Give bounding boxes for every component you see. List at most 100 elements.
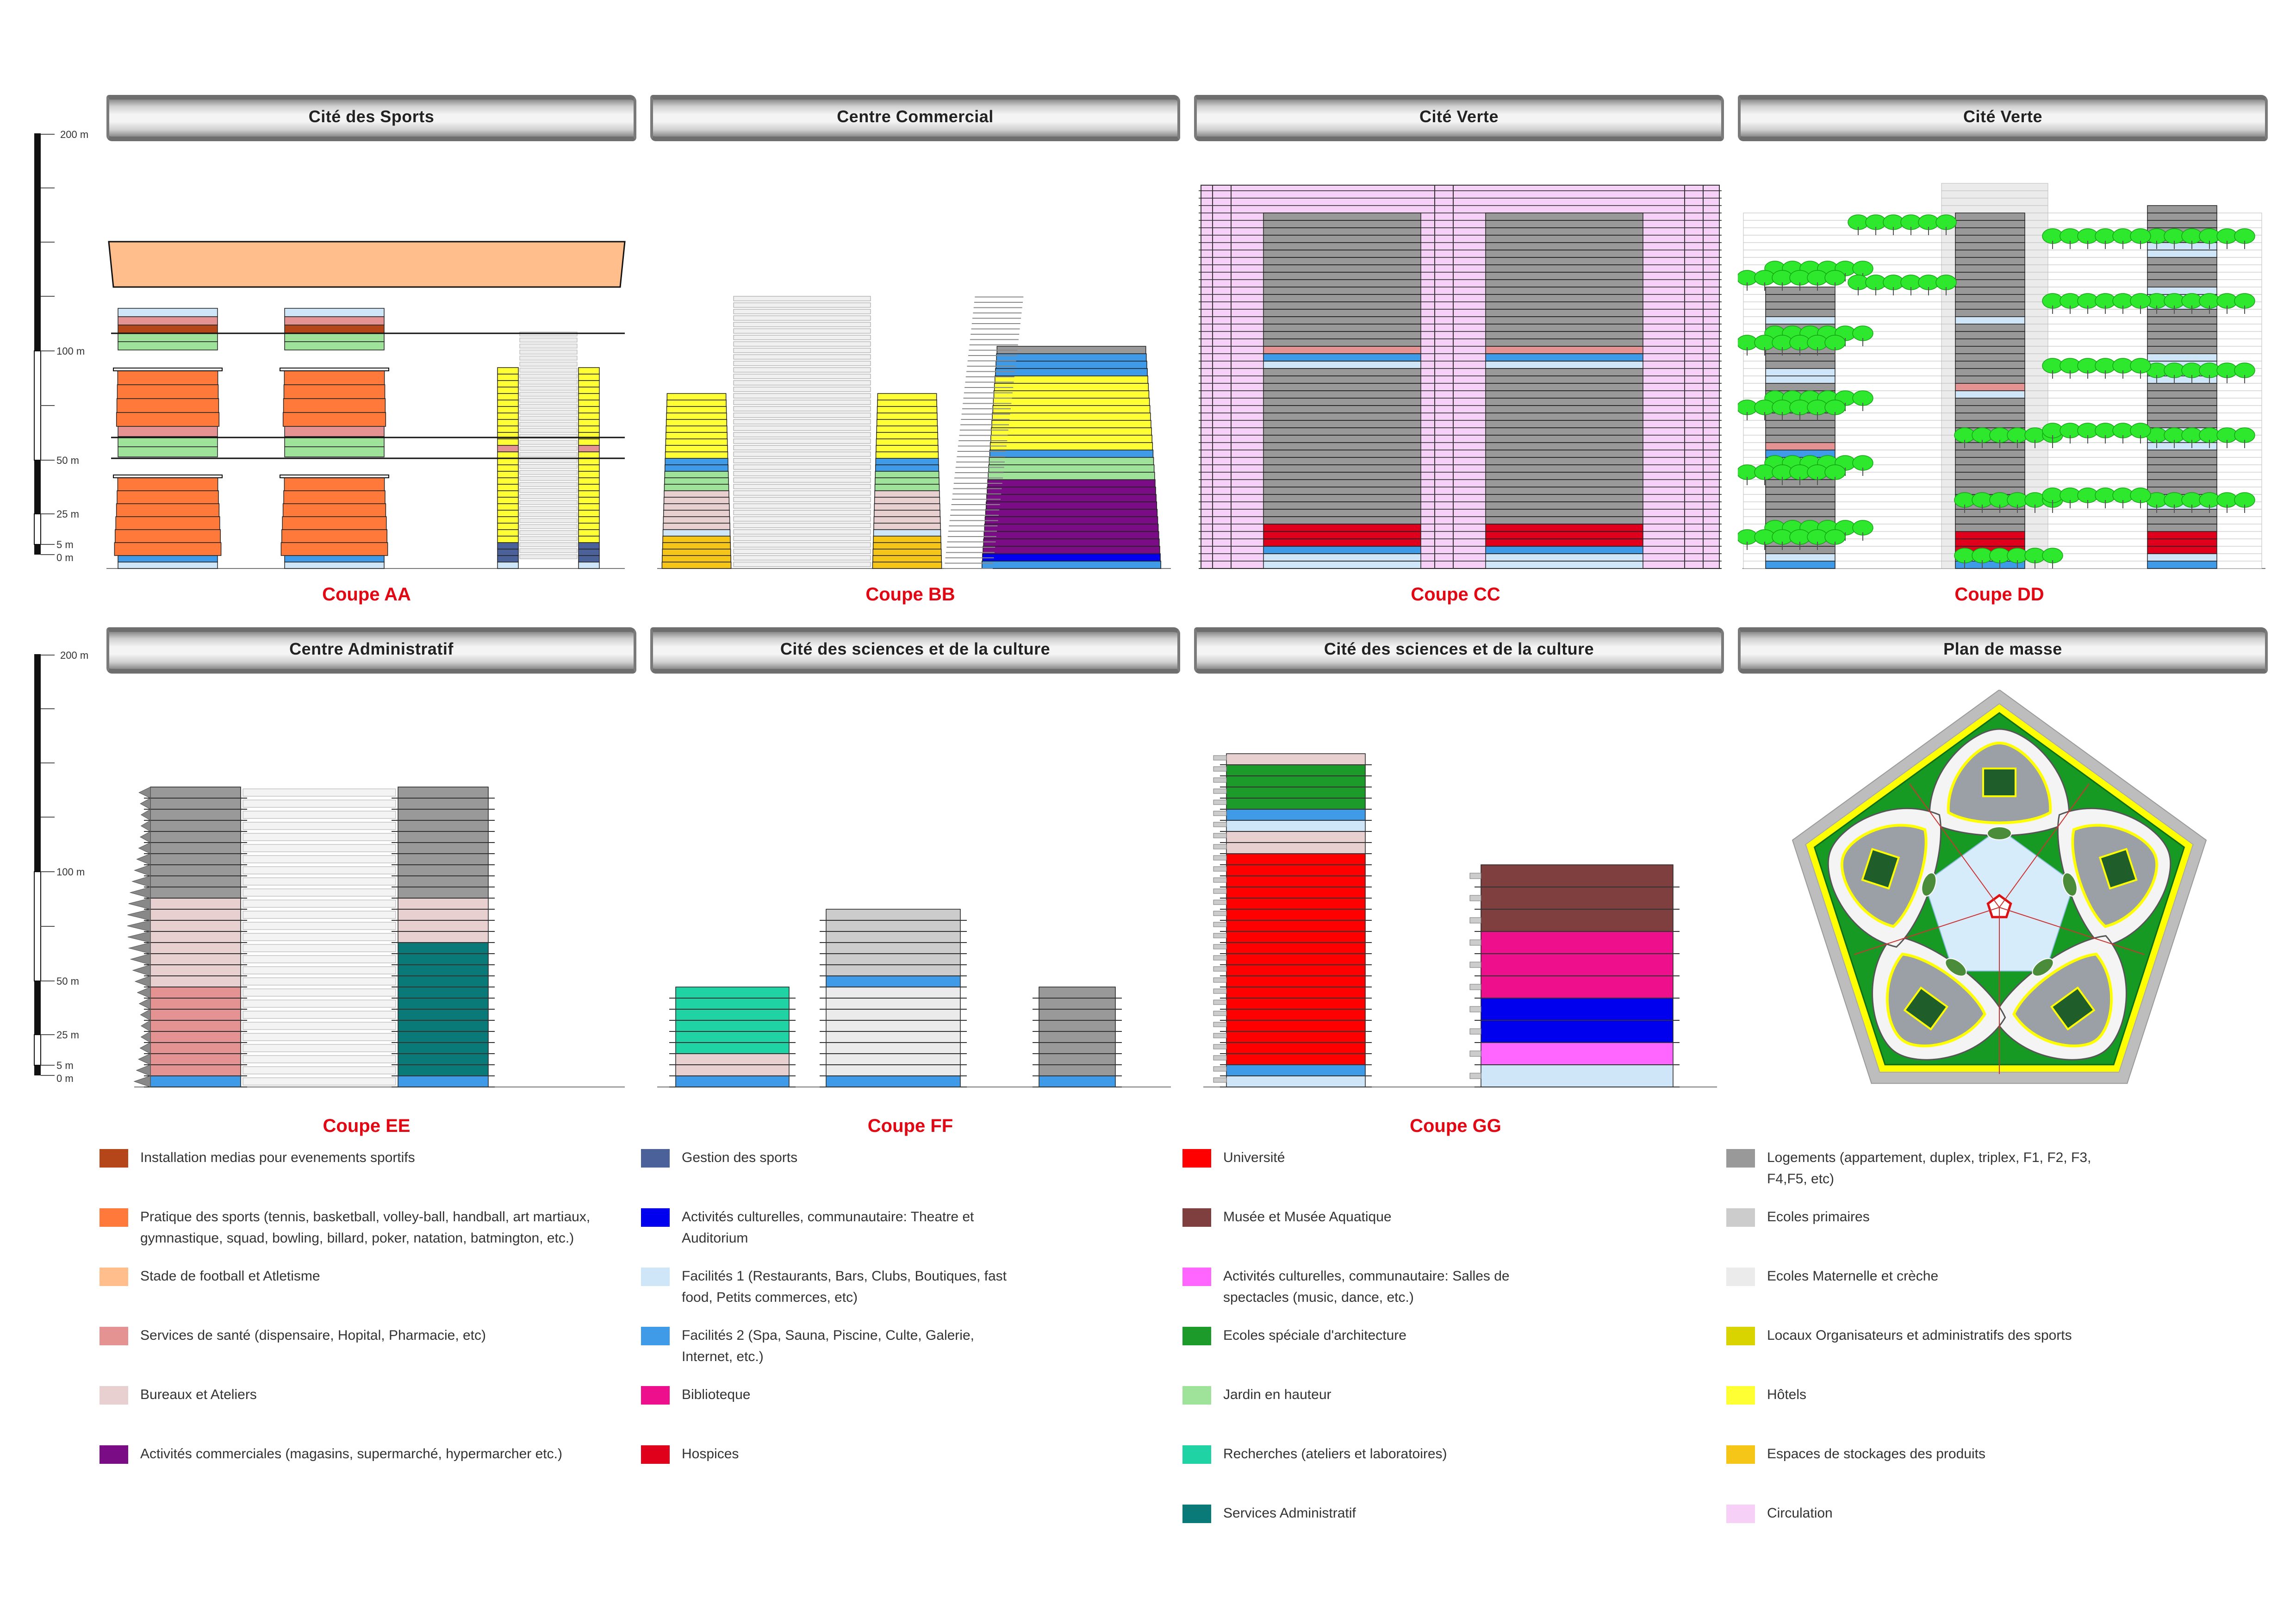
legend-item: Activités culturelles, communautaire: Sa… (1182, 1266, 1692, 1317)
floor-slab (1955, 227, 2025, 236)
floor-slab (1039, 1064, 1116, 1076)
facade-fin (1469, 939, 1481, 946)
floor-slab (994, 383, 1149, 391)
floor-slab (1485, 331, 1643, 339)
legend-label: Facilités 2 (Spa, Sauna, Piscine, Culte,… (682, 1328, 974, 1364)
section-ee-drawing (127, 787, 625, 1087)
floor-slab (664, 477, 729, 485)
floor-slab (1955, 383, 2025, 391)
floor-slab (1485, 420, 1643, 428)
floor-slab (1263, 435, 1421, 443)
floor-slab (1226, 953, 1366, 965)
floor-slab (1226, 920, 1366, 932)
legend-item: Biblioteque (641, 1384, 1150, 1435)
floor-slab (1481, 1042, 1674, 1065)
floor-slab (987, 487, 1156, 495)
legend-swatch (1182, 1445, 1211, 1464)
floor-slab (1263, 235, 1421, 243)
floor-slab (398, 975, 489, 987)
floor-slab (243, 844, 396, 852)
floor-slab (497, 529, 519, 537)
floor-slab (284, 370, 385, 385)
legend-label: Services Administratif (1223, 1505, 1356, 1521)
facade-fin (128, 942, 151, 954)
floor-slab (578, 490, 600, 498)
facade-fin (138, 1053, 151, 1065)
floor-slab (243, 1011, 396, 1019)
facade-fin (130, 953, 151, 965)
floor-slab (1485, 398, 1643, 406)
floor-slab (1039, 998, 1116, 1010)
floor-slab (675, 1075, 790, 1087)
floor-slab (150, 898, 241, 910)
floor-slab (117, 370, 218, 385)
facade-fin (140, 820, 151, 832)
facade-fin (136, 1064, 151, 1076)
legend-item: Jardin en hauteur (1182, 1384, 1692, 1435)
floor-slab (1485, 479, 1643, 487)
floor-slab (497, 393, 519, 400)
facade-fin (1213, 933, 1227, 938)
floor-slab (1263, 427, 1421, 436)
facade-fin (131, 875, 151, 887)
banner-title: Plan de masse (1943, 639, 2062, 658)
floor-slab (1039, 1075, 1116, 1087)
floor-slab (578, 562, 600, 569)
floor-slab (578, 451, 600, 459)
floor-slab (1485, 450, 1643, 458)
floor-slab (985, 509, 1158, 517)
floor-slab (1226, 887, 1366, 899)
floor-slab (497, 425, 519, 433)
floor-slab (1485, 472, 1643, 480)
legend-label: Biblioteque (682, 1387, 751, 1402)
floor-slab (243, 922, 396, 930)
floor-slab (1481, 1064, 1674, 1087)
floor-slab (991, 427, 1152, 436)
floor-slab (995, 368, 1148, 376)
floor-slab (398, 864, 489, 876)
facade-fin (127, 931, 151, 943)
facade-fin (1213, 877, 1227, 883)
floor-slab (398, 953, 489, 965)
floor-slab (733, 322, 871, 327)
scale-label-0: 0 m (56, 552, 74, 563)
facade-fin (1213, 833, 1227, 838)
floor-slab (675, 1042, 790, 1054)
floor-slab (1263, 561, 1421, 569)
floor-slab (1941, 183, 2048, 191)
floor-slab (150, 820, 241, 832)
plan-courtyard (1982, 768, 2016, 797)
floor-slab (872, 562, 942, 569)
floor-slab (2147, 316, 2217, 325)
floor-slab (1765, 487, 1836, 495)
floor-slab (1263, 457, 1421, 465)
floor-slab (1765, 316, 1836, 325)
floor-slab (1226, 820, 1366, 832)
floor-slab (662, 555, 731, 562)
plan-axis-line (1999, 783, 2090, 908)
facade-fin (1213, 899, 1227, 905)
floor-slab (519, 350, 578, 355)
floor-slab (150, 1042, 241, 1054)
banner-centre-commercial: Centre Commercial (650, 95, 1180, 141)
facade-fin (127, 920, 151, 932)
floor-slab (519, 548, 578, 553)
floor-slab (733, 458, 871, 463)
section-label-ff: Coupe FF (867, 1116, 953, 1136)
floor-slab (663, 516, 730, 524)
floor-slab (1226, 842, 1366, 854)
floor-slab (1955, 250, 2025, 258)
floor-slab (733, 328, 871, 334)
floor-slab (497, 510, 519, 517)
floor-slab (118, 341, 218, 350)
facade-fin (139, 831, 151, 843)
floor-slab (243, 822, 396, 830)
floor-slab (519, 422, 578, 427)
floor-slab (519, 374, 578, 379)
facade-fin (140, 798, 151, 810)
floor-slab (1765, 553, 1836, 562)
plan-courtyard (1903, 986, 1949, 1031)
floor-slab (1955, 324, 2025, 332)
floor-slab (1955, 309, 2025, 317)
floor-slab (1955, 375, 2025, 384)
